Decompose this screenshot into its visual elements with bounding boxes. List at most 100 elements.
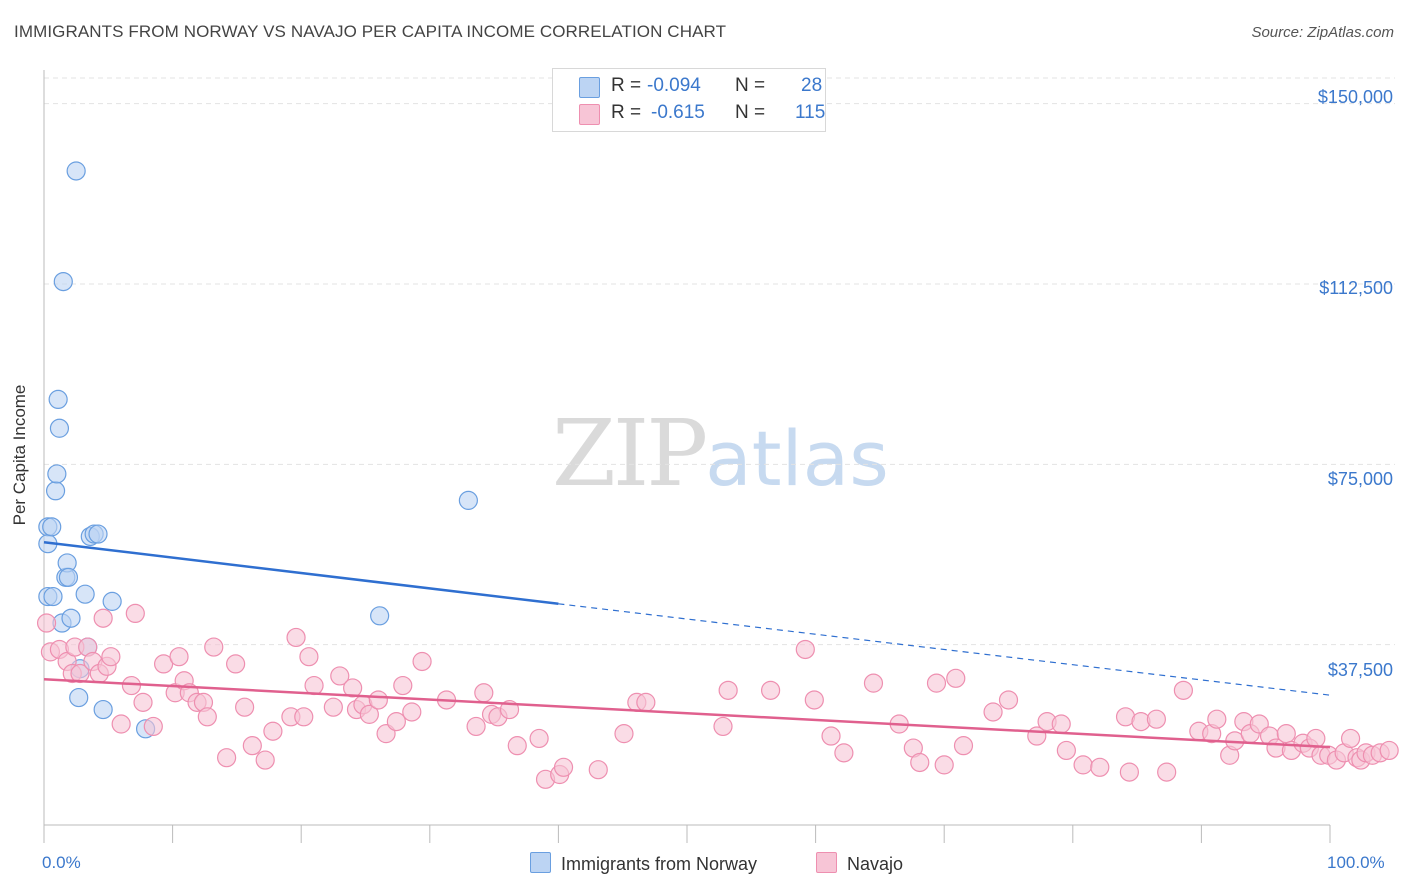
navajo-point (529, 728, 549, 749)
norway-point (43, 586, 63, 607)
legend-r-value: -0.615 (651, 102, 705, 123)
x-tick-label-min: 0.0% (42, 853, 81, 872)
navajo-point (242, 736, 262, 756)
navajo-point (1090, 757, 1110, 777)
navajo-point (402, 702, 422, 722)
legend-n-value: 28 (801, 75, 823, 96)
y-tick-label-150000: $150,000 (1317, 87, 1393, 107)
navajo-point (1340, 728, 1361, 749)
navajo-point (1073, 755, 1093, 775)
norway-trend-line-dashed (558, 603, 1331, 696)
navajo-point (217, 748, 237, 768)
navajo-point (263, 721, 283, 741)
navajo-point (983, 702, 1003, 722)
navajo-point (125, 603, 145, 624)
navajo-point (760, 680, 781, 700)
y-tick-label-75000: $75,000 (1327, 469, 1393, 489)
navajo-trend-line (43, 678, 1331, 749)
norway-point (93, 699, 113, 720)
correlation-legend: R = -0.094 N = 28 R = -0.615 N = 115 (552, 68, 826, 132)
navajo-point (93, 608, 113, 628)
navajo-point (330, 666, 350, 686)
navajo-point (133, 692, 153, 712)
legend-r-label: R = (611, 102, 642, 123)
navajo-point (359, 704, 379, 724)
navajo-point (507, 736, 527, 756)
navajo-point (718, 680, 738, 700)
navajo-point (286, 627, 306, 648)
source-label: Source: ZipAtlas.com (1251, 24, 1394, 41)
navajo-point (204, 637, 224, 657)
navajo-point (412, 651, 432, 672)
norway-point (370, 606, 390, 626)
norway-point (49, 418, 70, 438)
legend-n-value: 115 (795, 102, 826, 123)
navajo-point (294, 707, 314, 727)
navajo-point (934, 755, 954, 775)
navajo-point (953, 736, 974, 756)
navajo-point (111, 714, 131, 734)
y-tick-label-37500: $37,500 (1327, 660, 1393, 680)
navajo-point (121, 675, 142, 696)
norway-point (42, 517, 62, 537)
navajo-point (588, 760, 608, 780)
navajo-point (795, 639, 815, 660)
navajo-point (343, 678, 363, 698)
y-tick-label-112500: $112,500 (1319, 278, 1393, 298)
navajo-point (1173, 680, 1193, 700)
norway-point (458, 490, 478, 510)
navajo-point (553, 757, 574, 777)
chart-title: IMMIGRANTS FROM NORWAY VS NAVAJO PER CAP… (14, 22, 727, 41)
norway-point (102, 591, 122, 611)
navajo-point (1119, 762, 1139, 782)
x-tick-label-max: 100.0% (1327, 853, 1385, 872)
legend-item-navajo: Navajo (816, 852, 903, 875)
navajo-point (1051, 714, 1071, 734)
navajo-point (1207, 709, 1227, 729)
norway-point (75, 584, 95, 604)
legend-n-label: N = (735, 75, 766, 96)
legend-item-norway: Immigrants from Norway (530, 852, 757, 875)
legend-swatch-navajo (579, 104, 600, 125)
navajo-point (804, 690, 824, 710)
norway-point (69, 687, 89, 708)
norway-point (45, 481, 66, 501)
norway-trend-line (43, 540, 559, 606)
watermark: ZIPatlas (552, 400, 889, 507)
navajo-point (226, 654, 246, 674)
navajo-point (386, 712, 406, 732)
navajo-point (101, 647, 121, 667)
legend-r-label: R = (611, 75, 642, 96)
navajo-point (1146, 709, 1166, 729)
navajo-point (143, 716, 163, 737)
navajo-point (474, 683, 494, 703)
norway-point (88, 524, 108, 544)
navajo-point (834, 743, 854, 763)
norway-point (48, 389, 68, 410)
navajo-point (197, 707, 217, 727)
watermark-zip: ZIP (552, 400, 708, 507)
navajo-point (36, 613, 57, 633)
navajo-point (235, 697, 255, 717)
legend-r-value: -0.094 (647, 75, 701, 96)
navajo-point (304, 675, 324, 696)
navajo-point (636, 692, 656, 712)
navajo-point (998, 690, 1019, 710)
navajo-point (1056, 740, 1076, 761)
navajo-point (946, 668, 966, 688)
legend-label-navajo: Navajo (847, 854, 904, 874)
watermark-atlas: atlas (705, 414, 889, 503)
navajo-point (153, 654, 174, 674)
navajo-point (70, 663, 90, 684)
navajo-point (1157, 762, 1177, 782)
norway-point (61, 608, 81, 628)
navajo-point (910, 752, 930, 773)
norway-point (66, 161, 86, 181)
navajo-point (368, 690, 388, 710)
navajo-point (863, 673, 884, 693)
legend-swatch-norway (530, 852, 551, 873)
legend-swatch-norway (579, 77, 600, 98)
navajo-point (1276, 724, 1296, 744)
navajo-point (821, 726, 841, 746)
navajo-point (393, 675, 413, 696)
